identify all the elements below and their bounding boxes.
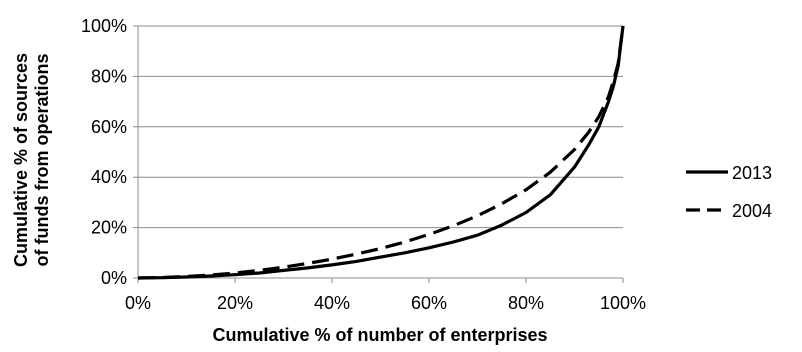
- x-tick-labels: 0% 20% 40% 60% 80% 100%: [125, 293, 646, 313]
- y-tick-label: 100%: [81, 16, 127, 36]
- x-tick-label: 40%: [314, 293, 350, 313]
- legend-label: 2013: [732, 163, 772, 183]
- y-axis-title-line-2: of funds from operations: [32, 54, 52, 267]
- y-tick-labels: 0% 20% 40% 60% 80% 100%: [81, 16, 127, 288]
- y-tick-label: 80%: [91, 66, 127, 86]
- y-tick-label: 0%: [101, 268, 127, 288]
- x-tick-label: 0%: [125, 293, 151, 313]
- y-tick-label: 20%: [91, 218, 127, 238]
- x-tick-label: 100%: [600, 293, 646, 313]
- y-tick-label: 40%: [91, 167, 127, 187]
- gridlines: [138, 25, 623, 229]
- x-tick-label: 20%: [217, 293, 253, 313]
- legend: 2013 2004: [686, 163, 772, 221]
- x-tick-label: 80%: [508, 293, 544, 313]
- series-lines: [137, 25, 625, 280]
- y-tick-label: 60%: [91, 117, 127, 137]
- axes: [133, 25, 624, 283]
- x-tick-label: 60%: [411, 293, 447, 313]
- series-line-2013: [137, 25, 625, 280]
- y-axis-title-line-1: Cumulative % of sources: [11, 53, 31, 267]
- legend-label: 2004: [732, 201, 772, 221]
- x-axis-title: Cumulative % of number of enterprises: [212, 325, 547, 345]
- series-line-2004: [137, 25, 625, 280]
